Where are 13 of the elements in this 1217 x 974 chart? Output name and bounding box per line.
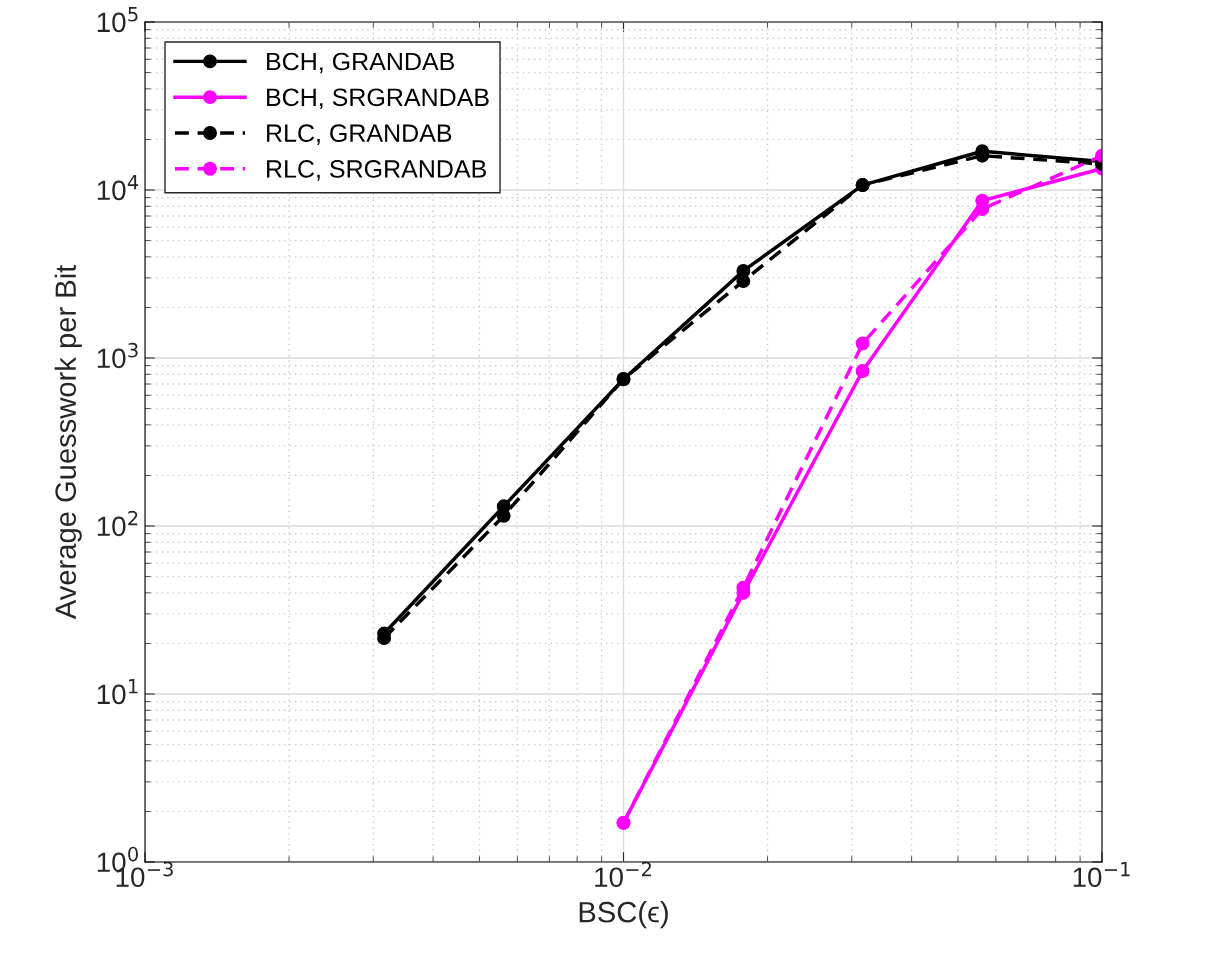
y-tick-label: 10$^{3}$: [97, 342, 138, 369]
legend-label: BCH, GRANDAB: [267, 52, 454, 74]
x-tick-label: 10$^{−1}$: [1073, 861, 1130, 888]
legend-label: RLC, SRGRANDAB: [267, 160, 486, 181]
y-tick-label: 10$^{5}$: [97, 7, 138, 33]
legend-label: RLC, GRANDAB: [267, 124, 452, 145]
y-tick-label: 10$^{2}$: [97, 510, 138, 537]
x-axis-title: BSC(ϵ): [579, 901, 668, 929]
y-tick-label: 10$^{1}$: [97, 679, 138, 705]
x-tick-label: 10$^{−2}$: [595, 861, 651, 888]
y-axis-title: Average Guesswork per Bit: [54, 264, 82, 620]
y-tick-label: 10$^{4}$: [97, 175, 139, 201]
legend-label: BCH, SRGRANDAB: [267, 88, 489, 110]
